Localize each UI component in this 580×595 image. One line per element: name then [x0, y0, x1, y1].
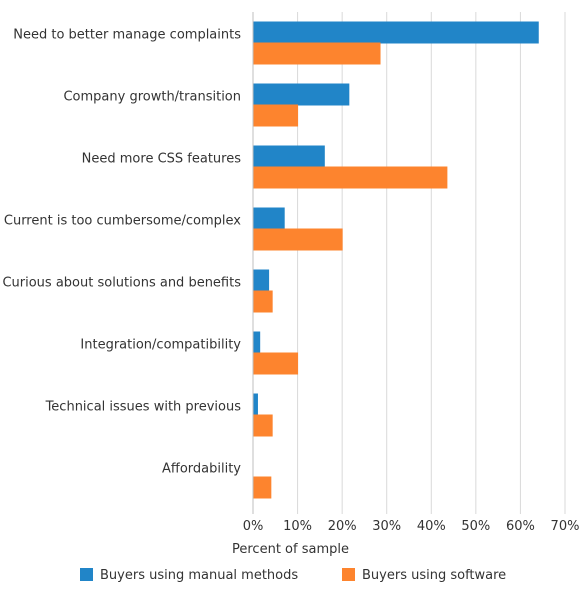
bar-s0-c3 [252, 207, 285, 230]
x-tick-label-7: 70% [551, 519, 580, 534]
category-label-0: Need to better manage complaints [13, 28, 241, 43]
bar-s0-c5 [252, 331, 261, 354]
category-label-5: Integration/compatibility [80, 338, 241, 353]
x-tick-label-3: 30% [372, 519, 401, 534]
bar-s1-c7 [252, 476, 272, 499]
bar-s0-c2 [252, 145, 325, 168]
legend-label-1: Buyers using software [362, 568, 506, 583]
bar-s0-c0 [252, 21, 539, 44]
bar-s1-c4 [252, 290, 273, 313]
x-tick-label-6: 60% [506, 519, 535, 534]
x-tick-label-2: 20% [328, 519, 357, 534]
bar-s0-c4 [252, 269, 270, 292]
bar-s1-c5 [252, 352, 299, 375]
x-tick-label-0: 0% [243, 519, 264, 534]
x-tick-labels: 0% 10% 20% 30% 40% 50% 60% 70% [243, 519, 580, 534]
x-axis-title: Percent of sample [232, 542, 349, 557]
bar-s1-c3 [252, 228, 343, 251]
category-label-2: Need more CSS features [82, 152, 242, 167]
bar-s1-c1 [252, 104, 299, 127]
bar-s1-c0 [252, 42, 381, 65]
bar-s1-c2 [252, 166, 448, 189]
legend: Buyers using manual methods Buyers using … [80, 568, 506, 583]
x-tick-label-4: 40% [417, 519, 446, 534]
bar-s0-c1 [252, 83, 350, 106]
category-label-4: Curious about solutions and benefits [2, 276, 241, 291]
legend-swatch-0 [80, 568, 93, 581]
category-label-3: Current is too cumbersome/complex [4, 214, 241, 229]
bar-s1-c6 [252, 414, 273, 437]
legend-swatch-1 [342, 568, 355, 581]
category-label-1: Company growth/transition [63, 90, 241, 105]
category-labels: Need to better manage complaints Company … [2, 28, 241, 477]
bar-s0-c6 [252, 393, 258, 416]
x-tick-label-1: 10% [283, 519, 312, 534]
category-label-6: Technical issues with previous [45, 400, 242, 415]
bars [252, 21, 539, 499]
category-label-7: Affordability [162, 462, 241, 477]
legend-label-0: Buyers using manual methods [100, 568, 298, 583]
x-tick-label-5: 50% [461, 519, 490, 534]
